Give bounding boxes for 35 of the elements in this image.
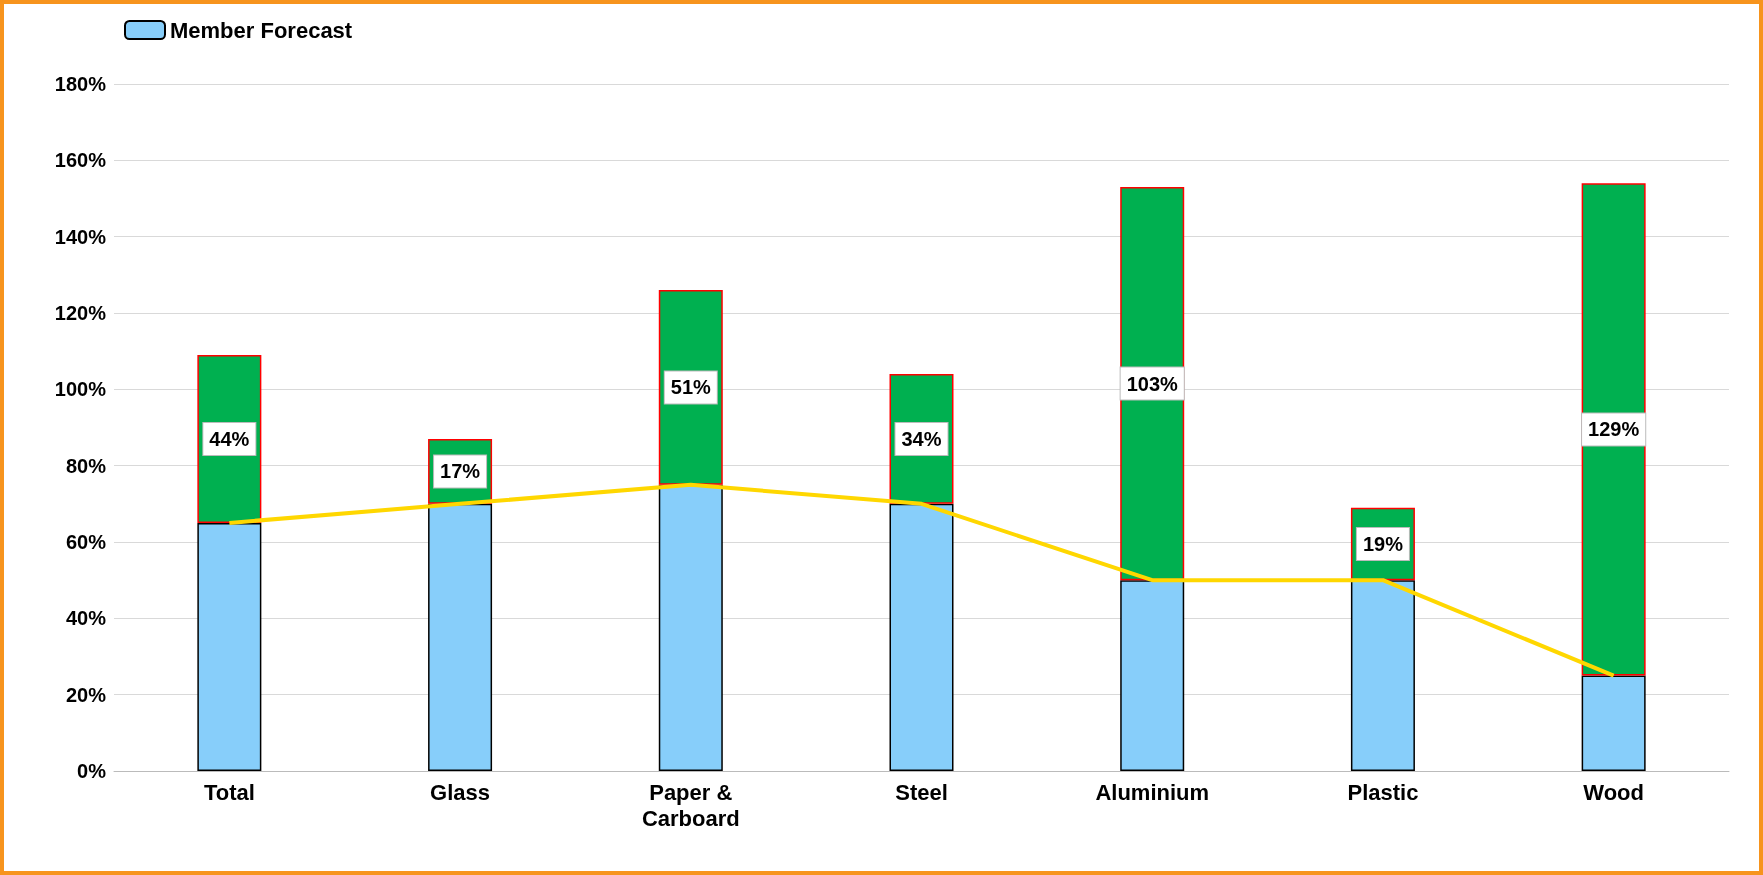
y-tick-label: 60% <box>65 531 107 553</box>
x-tick-label: Wood <box>1583 779 1644 805</box>
bar <box>1350 580 1415 771</box>
bar <box>1120 580 1185 771</box>
bar <box>1581 675 1646 771</box>
x-tick-label: Steel <box>895 779 948 805</box>
x-tick-label: Aluminium <box>1095 779 1210 805</box>
bar <box>889 503 954 771</box>
x-tick-label: Total <box>203 779 255 805</box>
bar <box>1581 183 1646 676</box>
x-tick-label: Paper & Carboard <box>641 779 740 831</box>
data-label: 129% <box>1588 418 1640 441</box>
data-label: 34% <box>901 427 942 450</box>
y-tick-label: 40% <box>65 607 107 630</box>
line-series <box>227 482 1616 678</box>
x-tick-label: Glass <box>430 779 491 805</box>
bar <box>428 503 493 771</box>
bar <box>197 522 262 771</box>
y-tick-label: 100% <box>54 378 107 401</box>
bar <box>658 484 723 771</box>
data-label: 44% <box>209 427 250 450</box>
y-tick-label: 160% <box>54 149 107 172</box>
y-tick-label: 140% <box>54 225 107 248</box>
y-tick-label: 0% <box>77 760 107 782</box>
y-tick-label: 20% <box>65 683 107 706</box>
legend-label: Member Forecast <box>170 17 353 43</box>
y-tick-label: 180% <box>54 73 107 95</box>
data-label: 17% <box>440 460 481 483</box>
data-label: 103% <box>1126 372 1179 395</box>
y-tick-label: 80% <box>65 454 107 477</box>
data-label: 51% <box>670 376 712 399</box>
y-tick-label: 120% <box>54 302 107 324</box>
bar <box>1120 187 1185 581</box>
x-tick-label: Plastic <box>1347 779 1419 805</box>
data-label: 19% <box>1362 532 1404 555</box>
